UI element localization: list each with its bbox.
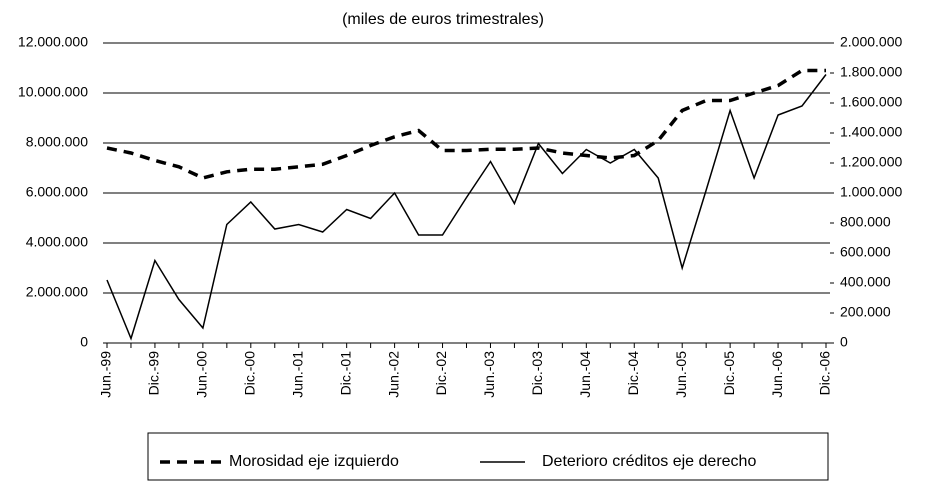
x-tick-label: Jun.-03 (481, 351, 497, 398)
legend-box (147, 432, 829, 481)
y2-tick-label: 600.000 (840, 244, 891, 260)
y2-tick-label: 400.000 (840, 274, 891, 290)
x-tick-label: Dic.-99 (146, 351, 162, 396)
legend-label: Morosidad eje izquierdo (229, 453, 399, 470)
x-tick-label: Dic.-02 (433, 351, 449, 396)
chart-title: (miles de euros trimestrales) (342, 11, 544, 28)
y-tick-label: 6.000.000 (26, 184, 88, 200)
y-tick-label: 2.000.000 (26, 284, 88, 300)
x-tick-label: Dic.-03 (529, 351, 545, 396)
y2-tick-label: 2.000.000 (840, 34, 902, 50)
x-tick-label: Jun.-00 (194, 351, 210, 398)
x-tick-label: Jun.-02 (385, 351, 401, 398)
y2-tick-label: 1.200.000 (840, 154, 902, 170)
y2-tick-label: 800.000 (840, 214, 891, 230)
x-tick-label: Jun.-04 (577, 351, 593, 398)
x-tick-label: Dic.-01 (337, 351, 353, 396)
y2-tick-label: 1.400.000 (840, 124, 902, 140)
y2-tick-label: 1.800.000 (840, 64, 902, 80)
x-tick-label: Dic.-00 (242, 351, 258, 396)
x-tick-label: Jun.-05 (673, 351, 689, 398)
y-tick-label: 12.000.000 (18, 34, 88, 50)
x-tick-label: Jun.-01 (289, 351, 305, 398)
legend-label: Deterioro créditos eje derecho (542, 453, 756, 470)
y2-tick-label: 0 (840, 334, 848, 350)
x-tick-label: Dic.-05 (721, 351, 737, 396)
x-tick-label: Dic.-06 (817, 351, 833, 396)
y-tick-label: 8.000.000 (26, 134, 88, 150)
dashed-line (106, 68, 826, 180)
x-tick-label: Jun.-99 (98, 351, 114, 398)
y2-tick-label: 1.000.000 (840, 184, 902, 200)
y-tick-label: 0 (80, 334, 88, 350)
x-tick-label: Jun.-06 (769, 351, 785, 398)
y2-tick-label: 200.000 (840, 304, 891, 320)
line (106, 74, 827, 341)
x-tick-label: Dic.-04 (625, 351, 641, 396)
y2-tick-label: 1.600.000 (840, 94, 902, 110)
y-tick-label: 4.000.000 (26, 234, 88, 250)
y-tick-label: 10.000.000 (18, 84, 88, 100)
